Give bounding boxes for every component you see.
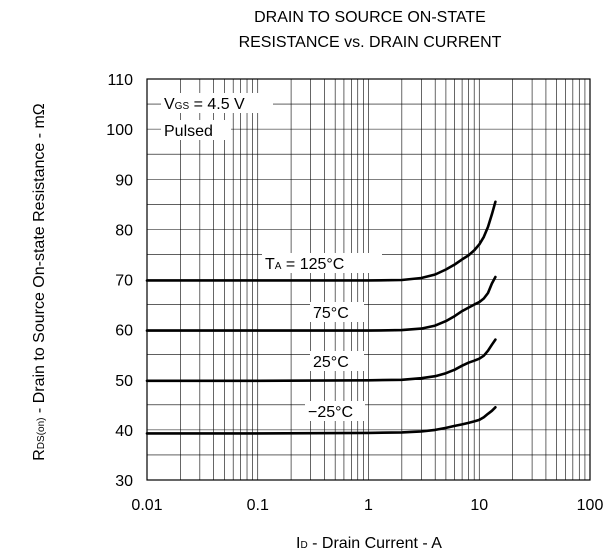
vgs-annotation-bg — [161, 93, 273, 113]
x-tick-label: 10 — [470, 497, 488, 514]
series-label-bg — [305, 401, 365, 421]
y-tick-label: 60 — [115, 323, 133, 340]
pulsed-annotation: Pulsed — [164, 123, 213, 140]
series-label-bg — [262, 253, 382, 273]
y-tick-label: 100 — [106, 122, 133, 139]
series-label-1: 75°C — [313, 305, 349, 322]
x-tick-label: 1 — [364, 497, 373, 514]
y-tick-label: 40 — [115, 423, 133, 440]
series-label-0: TA = 125°C — [265, 256, 344, 273]
x-tick-label: 0.01 — [131, 497, 162, 514]
series-line-0 — [145, 200, 497, 282]
y-tick-label: 30 — [115, 473, 133, 490]
series-label-2: 25°C — [313, 354, 349, 371]
y-axis-title: RDS(on) - Drain to Source On-state Resis… — [31, 103, 48, 461]
pulsed-annotation-bg — [161, 120, 231, 140]
x-tick-labels: 0.01 0.1 1 10 100 — [131, 497, 603, 514]
y-tick-labels: 30 40 50 60 70 80 90 100 110 — [106, 72, 133, 490]
chart-title-line1: DRAIN TO SOURCE ON-STATE — [254, 9, 486, 26]
series-labels: TA = 125°C 75°C 25°C −25°C — [262, 253, 382, 421]
chart-title-line2: RESISTANCE vs. DRAIN CURRENT — [239, 34, 502, 51]
series-line-3 — [145, 405, 497, 435]
series-label-bg — [310, 351, 364, 371]
series-curves — [145, 200, 497, 435]
x-tick-label: 100 — [577, 497, 604, 514]
series-label-bg — [310, 302, 364, 322]
x-tick-label: 0.1 — [247, 497, 269, 514]
y-tick-label: 70 — [115, 273, 133, 290]
y-tick-label: 90 — [115, 172, 133, 189]
vgs-annotation: VGS = 4.5 V — [164, 96, 245, 113]
y-tick-label: 80 — [115, 222, 133, 239]
series-line-2 — [145, 338, 497, 383]
series-line-1 — [145, 275, 497, 332]
x-axis-title: ID - Drain Current - A — [296, 535, 442, 552]
y-tick-label: 110 — [107, 72, 133, 89]
y-tick-label: 50 — [115, 373, 133, 390]
series-label-3: −25°C — [308, 404, 353, 421]
